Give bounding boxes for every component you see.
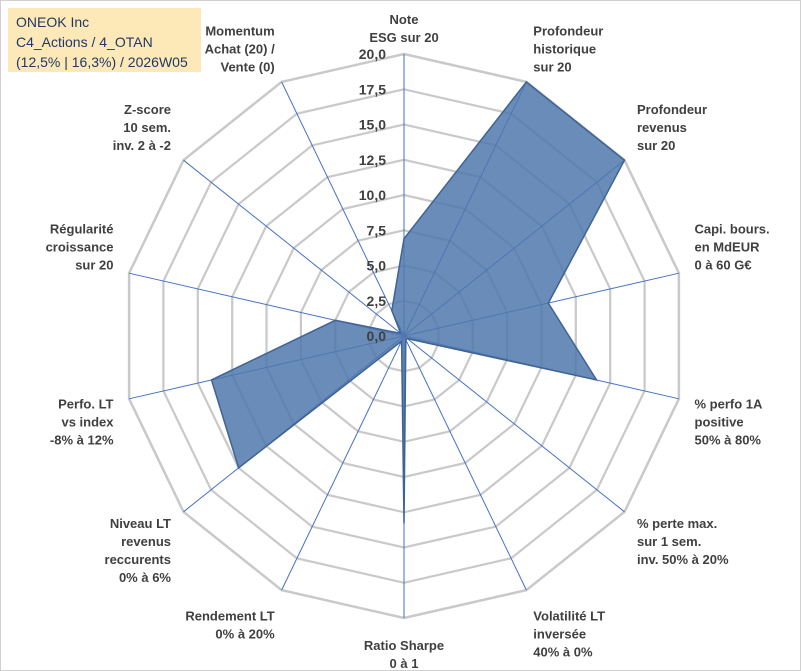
axis-label: Note ESG sur 20 <box>369 12 438 45</box>
axis-label: Régularité croissance sur 20 <box>46 222 114 273</box>
axis-label: Ratio Sharpe 0 à 1 <box>364 638 444 671</box>
axis-label: Volatilité LT inversée 40% à 0% <box>533 609 605 660</box>
axis-label-line: ESG sur 20 <box>369 30 438 45</box>
axis-label: Z-score 10 sem. inv. 2 à -2 <box>113 102 171 153</box>
axis-label-line: reccurents <box>105 552 171 567</box>
radar-axis-labels: Note ESG sur 20 Profondeur historique sur 20… <box>46 12 770 671</box>
radar-spoke <box>403 335 527 591</box>
axis-label-line: Capi. bours. <box>695 222 770 237</box>
axis-label-line: Z-score <box>124 102 171 117</box>
radial-tick-label: 5,0 <box>367 258 387 274</box>
axis-label-line: Rendement LT <box>185 609 274 624</box>
radar-tick-labels: 0,0 2,5 5,0 7,5 10,0 12,5 15,0 17,5 20,0 <box>359 46 386 344</box>
axis-label-line: 50% à 80% <box>695 432 762 447</box>
axis-label-line: 0 à 60 G€ <box>695 258 752 273</box>
axis-label: Profondeur historique sur 20 <box>533 24 603 75</box>
radial-tick-label: 17,5 <box>359 81 386 97</box>
axis-label-line: % perfo 1A <box>695 396 764 411</box>
axis-label-line: 40% à 0% <box>533 645 593 660</box>
series-area <box>210 80 626 524</box>
radar-series <box>210 80 626 524</box>
radial-tick-label: 20,0 <box>359 46 386 62</box>
axis-label-line: sur 20 <box>637 138 675 153</box>
radar-spoke <box>281 81 405 337</box>
axis-label: Profondeur revenus sur 20 <box>637 102 707 153</box>
axis-label-line: 0 à 1 <box>390 656 419 671</box>
axis-label-line: revenus <box>637 120 687 135</box>
axis-label-line: 0% à 20% <box>215 627 275 642</box>
chart-title: ONEOK Inc <box>16 14 90 30</box>
chart-title-box: ONEOK Inc C4_Actions / 4_OTAN (12,5% | 1… <box>8 8 201 72</box>
axis-label: % perte max. sur 1 sem. inv. 50% à 20% <box>637 516 729 567</box>
axis-label-line: Vente (0) <box>221 60 275 75</box>
axis-label-line: inv. 50% à 20% <box>637 552 729 567</box>
radar-spoke <box>403 335 625 513</box>
axis-label-line: croissance <box>46 240 114 255</box>
axis-label-line: 10 sem. <box>123 120 171 135</box>
axis-label: Momentum Achat (20) / Vente (0) <box>205 24 275 75</box>
radial-tick-label: 0,0 <box>367 328 387 344</box>
axis-label-line: Note <box>390 12 419 27</box>
axis-label: Rendement LT 0% à 20% <box>185 609 275 642</box>
axis-label-line: positive <box>695 414 744 429</box>
axis-label-line: Profondeur <box>533 24 603 39</box>
axis-label-line: Volatilité LT <box>533 609 605 624</box>
axis-label: Perfo. LT vs index -8% à 12% <box>50 396 114 447</box>
axis-label-line: revenus <box>121 534 171 549</box>
axis-label-line: sur 20 <box>533 60 571 75</box>
axis-label-line: en MdEUR <box>695 240 761 255</box>
radial-tick-label: 12,5 <box>359 152 386 168</box>
axis-label-line: Ratio Sharpe <box>364 638 444 653</box>
axis-label-line: inversée <box>533 627 586 642</box>
axis-label-line: sur 20 <box>75 258 113 273</box>
axis-label: Niveau LT revenus reccurents 0% à 6% <box>105 516 172 585</box>
axis-label-line: -8% à 12% <box>50 432 114 447</box>
radial-tick-label: 15,0 <box>359 117 386 133</box>
axis-label-line: Momentum <box>205 24 274 39</box>
axis-label: % perfo 1A positive 50% à 80% <box>695 396 764 447</box>
axis-label-line: Perfo. LT <box>58 396 113 411</box>
axis-label-line: vs index <box>61 414 114 429</box>
chart-subtitle: C4_Actions / 4_OTAN <box>16 34 153 50</box>
radial-tick-label: 7,5 <box>367 222 387 238</box>
radar-spoke <box>183 159 405 337</box>
radial-tick-label: 10,0 <box>359 187 386 203</box>
axis-label-line: Niveau LT <box>110 516 171 531</box>
axis-label-line: Régularité <box>50 222 114 237</box>
axis-label-line: Profondeur <box>637 102 707 117</box>
axis-label-line: inv. 2 à -2 <box>113 138 171 153</box>
axis-label-line: 0% à 6% <box>119 570 171 585</box>
axis-label-line: Achat (20) / <box>205 42 275 57</box>
axis-label-line: sur 1 sem. <box>637 534 701 549</box>
axis-label-line: % perte max. <box>637 516 717 531</box>
radar-spoke <box>281 335 405 591</box>
axis-label-line: historique <box>533 42 596 57</box>
radial-tick-label: 2,5 <box>367 293 387 309</box>
chart-stats: (12,5% | 16,3%) / 2026W05 <box>16 54 188 70</box>
axis-label: Capi. bours. en MdEUR 0 à 60 G€ <box>695 222 770 273</box>
